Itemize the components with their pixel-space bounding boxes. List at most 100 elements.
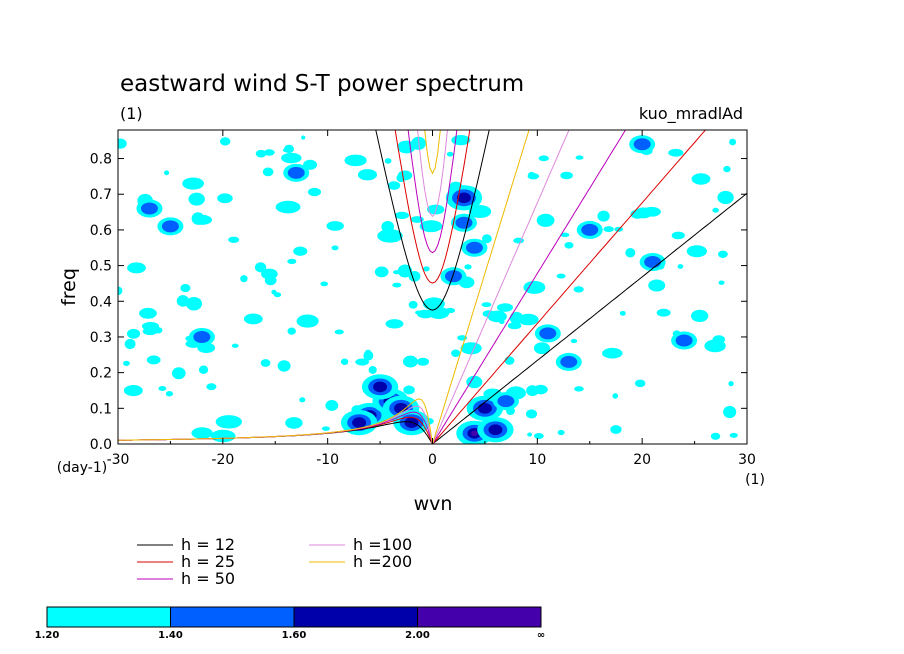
- power-patch: [416, 309, 434, 319]
- power-patch: [468, 204, 492, 219]
- power-patch: [142, 327, 158, 336]
- power-patch: [188, 192, 205, 206]
- power-patch: [271, 289, 277, 295]
- y-tick-label: 0.5: [90, 259, 112, 275]
- y-unit-label: (day-1): [57, 460, 107, 476]
- power-patch: [228, 236, 240, 243]
- dispersion-curves: [118, 130, 747, 444]
- power-patch: [691, 173, 711, 185]
- power-patch: [357, 169, 378, 181]
- power-patch: [446, 151, 454, 157]
- power-patch: [560, 232, 570, 238]
- power-patch: [419, 220, 443, 233]
- power-patch: [504, 356, 515, 365]
- power-patch: [219, 137, 231, 146]
- power-patch: [293, 246, 308, 256]
- power-patch: [122, 360, 130, 366]
- power-patch: [254, 262, 267, 273]
- power-patch: [334, 329, 344, 335]
- power-patch: [126, 328, 141, 339]
- power-patch: [260, 359, 271, 367]
- power-patch: [403, 385, 415, 395]
- power-patch: [729, 138, 737, 146]
- power-patch: [192, 214, 213, 225]
- power-patch: [281, 152, 302, 164]
- power-feature-core: [444, 270, 462, 283]
- power-patch: [403, 355, 418, 368]
- power-patch: [275, 200, 301, 214]
- power-patch: [394, 211, 410, 220]
- x-tick-label: 30: [738, 452, 756, 468]
- power-patch: [118, 138, 127, 149]
- power-feature-core: [581, 223, 599, 236]
- power-feature-core: [287, 166, 305, 179]
- power-feature-peak: [470, 430, 478, 437]
- power-patch: [221, 423, 227, 429]
- power-patch: [710, 432, 721, 440]
- power-patch: [287, 327, 296, 335]
- kelvin-curve: [432, 192, 747, 444]
- x-unit-label: (1): [745, 472, 765, 488]
- power-patch: [556, 273, 566, 279]
- power-feature-core: [455, 216, 473, 229]
- x-axis-title: wvn: [414, 493, 453, 515]
- power-patch: [387, 181, 401, 190]
- power-patch: [285, 417, 303, 429]
- power-patch: [671, 231, 685, 240]
- y-tick-label: 0.8: [90, 152, 112, 168]
- power-patch: [481, 234, 492, 244]
- y-tick-label: 0.4: [90, 294, 112, 310]
- power-patch: [180, 283, 191, 293]
- power-patch: [263, 149, 275, 156]
- colorbar-label: ∞: [537, 630, 545, 641]
- power-feature-core: [352, 417, 367, 428]
- power-patch: [518, 313, 539, 326]
- power-patch: [538, 155, 549, 162]
- power-patch: [729, 432, 738, 438]
- power-patch: [723, 165, 731, 173]
- power-patch: [377, 229, 403, 243]
- power-patch: [320, 281, 329, 287]
- power-patch: [499, 319, 505, 325]
- colorbar-segment: [417, 606, 542, 628]
- legend-label: h = 25: [181, 552, 235, 571]
- power-patch: [384, 158, 392, 164]
- power-patch: [374, 266, 389, 278]
- power-patch: [397, 264, 413, 278]
- power-patch: [610, 425, 622, 434]
- legend-label: h = 50: [181, 569, 235, 588]
- power-feature-core: [633, 138, 651, 151]
- power-patch: [534, 432, 544, 440]
- chart-subtitle-right: kuo_mradlAd: [639, 104, 743, 124]
- power-feature-core: [644, 256, 662, 269]
- rossby-curve: [118, 421, 433, 444]
- power-patch: [718, 280, 725, 285]
- power-patch: [240, 275, 248, 283]
- x-tick-label: -30: [107, 452, 130, 468]
- kelvin-curve: [432, 130, 627, 444]
- power-patch: [717, 250, 728, 258]
- power-patch: [564, 241, 574, 249]
- power-patch: [331, 245, 339, 251]
- power-feature-core: [456, 192, 471, 204]
- power-patch: [603, 226, 614, 233]
- power-patch: [466, 375, 483, 389]
- power-feature-core: [488, 424, 503, 436]
- inertia-gravity-curve: [407, 130, 458, 254]
- power-patch: [191, 427, 213, 439]
- power-patch: [513, 237, 524, 244]
- power-patch: [381, 220, 395, 233]
- inertia-gravity-curve: [424, 130, 441, 175]
- power-patch: [634, 379, 646, 388]
- power-patch: [451, 349, 461, 357]
- power-patch: [296, 314, 319, 328]
- kelvin-curve: [432, 130, 570, 444]
- power-patch: [668, 148, 684, 157]
- power-feature-core: [560, 355, 578, 368]
- colorbar-label: 1.40: [158, 630, 183, 641]
- power-patch: [712, 207, 719, 213]
- chart-title: eastward wind S-T power spectrum: [120, 71, 524, 97]
- power-patch: [243, 313, 263, 325]
- y-tick-label: 0.1: [90, 401, 112, 417]
- legend-label: h =200: [353, 552, 412, 571]
